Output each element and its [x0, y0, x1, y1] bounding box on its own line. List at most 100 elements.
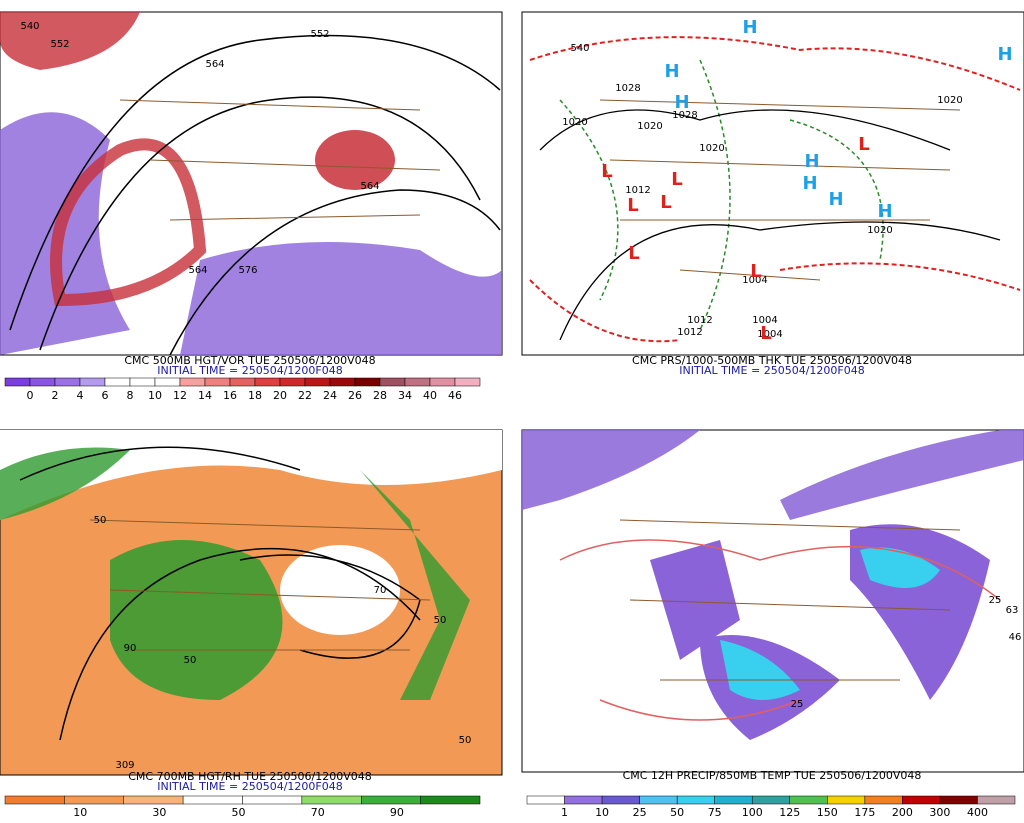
contour-label: 50	[434, 615, 447, 626]
colorbar-swatch	[182, 795, 243, 805]
initial-time: INITIAL TIME = 250504/1200F048	[157, 364, 342, 377]
contour-label: 1004	[742, 275, 767, 286]
contour-label: 564	[360, 181, 379, 192]
colorbar-label: 12	[173, 389, 187, 402]
pressure-center: L	[858, 134, 869, 155]
colorbar-label: 150	[817, 806, 838, 819]
colorbar-label: 40	[423, 389, 437, 402]
colorbar-label: 6	[102, 389, 109, 402]
contour-label: 46	[1009, 632, 1022, 643]
map-precip	[521, 429, 1024, 773]
colorbar-swatch	[4, 377, 31, 387]
map-pressure	[521, 11, 1024, 356]
colorbar-label: 70	[311, 806, 325, 819]
colorbar-swatch	[714, 795, 753, 805]
colorbar-swatch	[354, 377, 381, 387]
colorbar-label: 90	[390, 806, 404, 819]
colorbar-label: 24	[323, 389, 337, 402]
colorbar-swatch	[79, 377, 106, 387]
colorbar-swatch	[279, 377, 306, 387]
colorbar-label: 18	[248, 389, 262, 402]
contour-label: 576	[238, 265, 257, 276]
colorbar-label: 50	[232, 806, 246, 819]
contour-label: 25	[989, 595, 1002, 606]
colorbar-label: 10	[595, 806, 609, 819]
colorbar-label: 22	[298, 389, 312, 402]
contour-label: 1028	[672, 110, 697, 121]
colorbar-swatch	[864, 795, 903, 805]
colorbar-label: 8	[127, 389, 134, 402]
contour-label: 1004	[757, 329, 782, 340]
colorbar-swatch	[254, 377, 281, 387]
colorbar-label: 16	[223, 389, 237, 402]
colorbar-swatch	[154, 377, 181, 387]
contour-label: 564	[188, 265, 207, 276]
colorbar-swatch	[601, 795, 640, 805]
contour-label: 1028	[615, 83, 640, 94]
contour-label: 1020	[867, 225, 892, 236]
map-700mb	[0, 429, 503, 776]
colorbar-label: 20	[273, 389, 287, 402]
colorbar-swatch	[361, 795, 421, 805]
colorbar-label: 14	[198, 389, 212, 402]
colorbar-swatch	[526, 795, 565, 805]
colorbar-swatch	[304, 377, 331, 387]
colorbar-label: 400	[967, 806, 988, 819]
pressure-center: L	[628, 243, 639, 264]
contour-label: 63	[1006, 605, 1019, 616]
pressure-center: H	[674, 92, 689, 113]
colorbar-swatch	[301, 795, 362, 805]
colorbar-label: 2	[52, 389, 59, 402]
colorbar-label: 0	[27, 389, 34, 402]
pressure-center: L	[660, 192, 671, 213]
colorbar-label: 300	[929, 806, 950, 819]
initial-time: INITIAL TIME = 250504/1200F048	[679, 364, 864, 377]
contour-label: 1020	[637, 121, 662, 132]
colorbar-swatch	[379, 377, 406, 387]
colorbar-swatch	[564, 795, 603, 805]
colorbar-label: 34	[398, 389, 412, 402]
colorbar-label: 1	[561, 806, 568, 819]
colorbar-swatch	[329, 377, 356, 387]
contour-label: 70	[374, 585, 387, 596]
pressure-center: L	[627, 195, 638, 216]
initial-time: INITIAL TIME = 250504/1200F048	[157, 780, 342, 793]
colorbar-label: 30	[152, 806, 166, 819]
contour-label: 1020	[699, 143, 724, 154]
contour-label: 1004	[752, 315, 777, 326]
colorbar-swatch	[104, 377, 131, 387]
colorbar-label: 28	[373, 389, 387, 402]
pressure-center: L	[750, 261, 761, 282]
colorbar-swatch	[29, 377, 56, 387]
colorbar-label: 25	[633, 806, 647, 819]
contour-label: 1020	[562, 117, 587, 128]
colorbar-swatch	[4, 795, 65, 805]
contour-label: 1020	[937, 95, 962, 106]
colorbar-swatch	[54, 377, 81, 387]
contour-label: 1012	[677, 327, 702, 338]
colorbar-swatch	[123, 795, 184, 805]
colorbar-label: 26	[348, 389, 362, 402]
pressure-center: L	[601, 161, 612, 182]
pressure-center: H	[828, 189, 843, 210]
colorbar-label: 46	[448, 389, 462, 402]
contour-label: 552	[310, 29, 329, 40]
contour-label: 50	[184, 655, 197, 666]
colorbar-swatch	[129, 377, 156, 387]
contour-label: 540	[20, 21, 39, 32]
pressure-center: L	[760, 323, 771, 344]
contour-label: 309	[115, 760, 134, 771]
pressure-center: H	[664, 61, 679, 82]
pressure-center: H	[877, 201, 892, 222]
caption: CMC 700MB HGT/RH TUE 250506/1200V048	[128, 770, 372, 783]
pressure-center: L	[671, 169, 682, 190]
caption: CMC PRS/1000-500MB THK TUE 250506/1200V0…	[632, 354, 912, 367]
colorbar-swatch	[404, 377, 431, 387]
colorbar-label: 100	[742, 806, 763, 819]
pressure-center: H	[804, 151, 819, 172]
colorbar-swatch	[429, 377, 456, 387]
colorbar-swatch	[827, 795, 866, 805]
colorbar-label: 10	[148, 389, 162, 402]
colorbar-swatch	[939, 795, 978, 805]
